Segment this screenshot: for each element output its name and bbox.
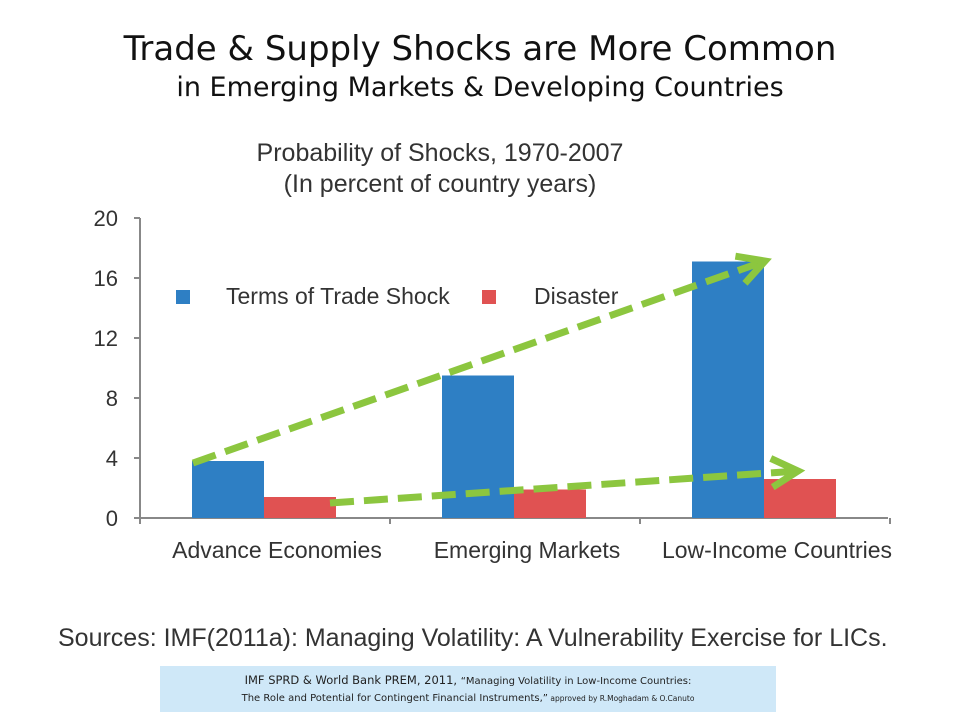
citation-title-start: “Managing Volatility in Low-Income Count… bbox=[460, 676, 692, 687]
chart-subtitle: (In percent of country years) bbox=[284, 170, 597, 198]
chart-legend: Terms of Trade Shock Disaster bbox=[176, 283, 619, 309]
citation-line1: IMF SPRD & World Bank PREM, 2011, “Manag… bbox=[160, 672, 776, 690]
legend-label: Terms of Trade Shock bbox=[226, 283, 450, 309]
y-tick-label: 20 bbox=[94, 206, 118, 231]
legend-label: Disaster bbox=[534, 283, 619, 309]
terms-of-trade-bar bbox=[692, 261, 764, 518]
disaster-bar bbox=[514, 489, 586, 518]
slide-title: Trade & Supply Shocks are More Common in… bbox=[0, 28, 960, 106]
citation-title-end: The Role and Potential for Contingent Fi… bbox=[241, 693, 548, 704]
chart-title: Probability of Shocks, 1970-2007 bbox=[257, 139, 624, 167]
citation-authors: IMF SPRD & World Bank PREM, 2011, bbox=[244, 673, 461, 687]
terms-of-trade-bar bbox=[192, 461, 264, 518]
trend-arrows bbox=[191, 252, 806, 507]
citation-line2: The Role and Potential for Contingent Fi… bbox=[160, 690, 776, 707]
x-tick-label: Advance Economies bbox=[172, 537, 382, 563]
y-tick-label: 16 bbox=[94, 266, 118, 291]
x-tick-label: Emerging Markets bbox=[434, 537, 621, 563]
legend-swatch bbox=[482, 290, 496, 304]
bar-chart: Probability of Shocks, 1970-2007 (In per… bbox=[94, 139, 893, 563]
slide-title-line1: Trade & Supply Shocks are More Common bbox=[123, 29, 837, 69]
y-tick-label: 4 bbox=[106, 446, 118, 471]
slide-title-line2: in Emerging Markets & Developing Countri… bbox=[176, 72, 784, 103]
arrow-head-icon bbox=[769, 455, 806, 491]
arrow-head-icon bbox=[734, 252, 772, 286]
legend-swatch bbox=[176, 290, 190, 304]
citation-box: IMF SPRD & World Bank PREM, 2011, “Manag… bbox=[160, 666, 776, 712]
disaster-bar bbox=[264, 497, 336, 518]
citation-approval: approved by R.Moghadam & O.Canuto bbox=[547, 694, 695, 703]
y-tick-label: 8 bbox=[106, 386, 118, 411]
x-tick-label: Low-Income Countries bbox=[662, 537, 892, 563]
sources-note: Sources: IMF(2011a): Managing Volatility… bbox=[58, 624, 888, 652]
dashed-trend-arrow bbox=[329, 467, 799, 507]
y-tick-label: 0 bbox=[106, 506, 118, 531]
y-tick-label: 12 bbox=[94, 326, 118, 351]
chart-axes: 0 4 8 12 16 20 Advance Economies Emerging Marke… bbox=[94, 206, 893, 563]
